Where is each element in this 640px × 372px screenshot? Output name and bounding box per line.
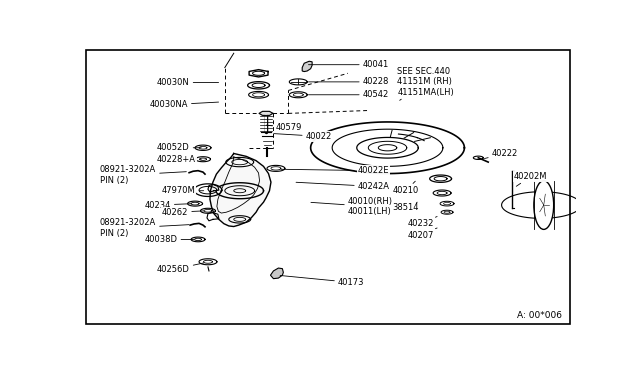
Polygon shape [259,111,273,115]
Text: 08921-3202A
PIN (2): 08921-3202A PIN (2) [100,218,189,238]
Ellipse shape [534,181,554,230]
Text: 40030N: 40030N [157,78,219,87]
Text: 40041: 40041 [308,60,389,69]
Text: 40202M: 40202M [514,172,547,186]
Text: 40232: 40232 [408,217,437,228]
Polygon shape [248,81,269,89]
Polygon shape [433,190,451,196]
Text: 40030NA: 40030NA [150,100,219,109]
Text: 40022: 40022 [274,132,332,141]
Polygon shape [210,154,271,227]
Text: 40038D: 40038D [145,235,194,244]
Text: 40052D: 40052D [157,143,201,152]
Polygon shape [302,61,312,71]
Text: 40010(RH)
40011(LH): 40010(RH) 40011(LH) [311,197,393,216]
Text: 40234: 40234 [145,201,191,209]
Text: 40579: 40579 [266,123,302,132]
Text: 40242A: 40242A [296,182,390,191]
Text: 08921-3202A
PIN (2): 08921-3202A PIN (2) [100,165,186,185]
Text: 40256D: 40256D [157,263,204,274]
Text: 40262: 40262 [162,208,204,217]
Text: 40207: 40207 [408,228,437,240]
Text: 40542: 40542 [308,90,389,99]
Text: 40228+A: 40228+A [157,155,201,164]
Polygon shape [271,268,284,279]
Text: 40222: 40222 [484,149,518,158]
Text: 38514: 38514 [392,202,419,212]
Text: 40210: 40210 [392,181,419,195]
Text: A: 00*006: A: 00*006 [517,311,562,320]
Text: 47970M: 47970M [162,186,204,195]
Polygon shape [208,185,219,192]
Text: 40173: 40173 [280,276,364,287]
Text: 40228: 40228 [308,77,389,86]
Text: 40022E: 40022E [281,166,389,175]
Text: SEE SEC.440
41151M (RH)
41151MA(LH): SEE SEC.440 41151M (RH) 41151MA(LH) [397,67,454,100]
Polygon shape [429,175,451,182]
